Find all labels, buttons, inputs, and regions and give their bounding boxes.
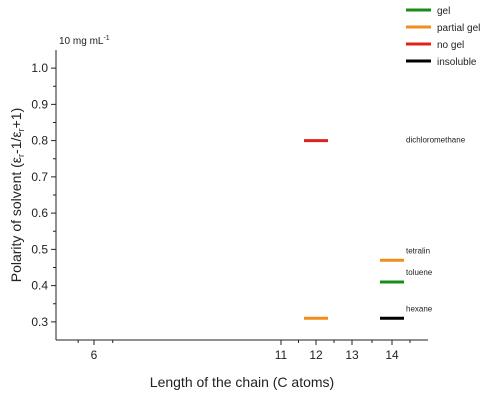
x-tick-label: 6	[91, 348, 98, 362]
concentration-label: 10 mg mL-1	[59, 35, 110, 47]
solvent-label: tetralin	[406, 246, 430, 255]
y-tick-label: 0.9	[31, 97, 48, 111]
data-marks	[304, 139, 404, 320]
legend-label: insoluble	[437, 57, 477, 68]
y-axis-title: Polarity of solvent (εr-1/εr+1)	[8, 108, 26, 283]
x-tick-label: 11	[275, 348, 288, 362]
y-tick-label: 0.8	[31, 134, 48, 148]
x-axis-ticks: 6 11 12 13 14	[77, 340, 411, 362]
solvent-label: hexane	[406, 304, 433, 313]
y-tick-label: 0.4	[31, 279, 48, 293]
x-tick-label: 14	[385, 348, 399, 362]
y-axis-ticks: 0.3 0.4 0.5 0.6 0.7 0.8 0.9 1.0	[31, 61, 56, 329]
y-tick-label: 0.6	[31, 206, 48, 220]
legend-label: partial gel	[437, 23, 480, 34]
y-tick-label: 0.7	[31, 170, 48, 184]
solvent-annotations: dichloromethane tetralin toluene hexane	[406, 136, 466, 314]
solvent-label: toluene	[406, 268, 433, 277]
x-axis-title: Length of the chain (C atoms)	[150, 374, 334, 390]
legend-label: gel	[437, 6, 450, 17]
y-tick-label: 0.5	[31, 242, 48, 256]
legend-label: no gel	[437, 40, 464, 51]
legend: gel partial gel no gel insoluble	[406, 6, 480, 68]
y-tick-label: 0.3	[31, 315, 48, 329]
y-tick-label: 1.0	[31, 61, 48, 75]
x-tick-label: 13	[345, 348, 359, 362]
x-tick-label: 12	[309, 348, 323, 362]
solvent-label: dichloromethane	[406, 136, 466, 145]
